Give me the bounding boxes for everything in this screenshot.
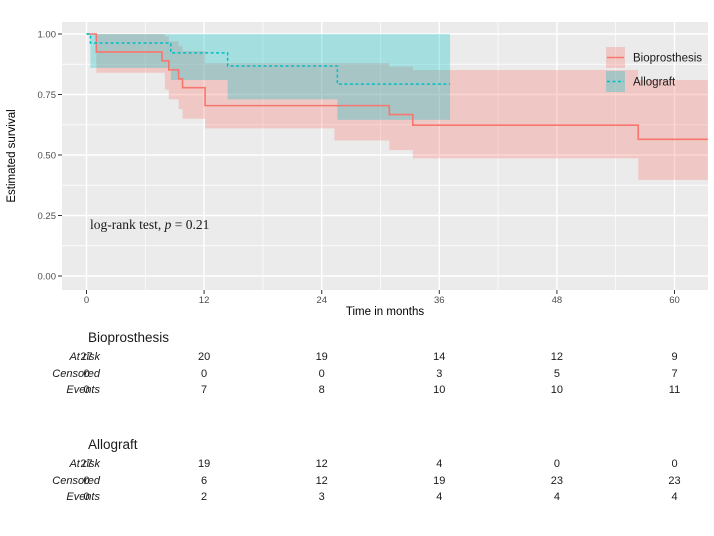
km-plot: 0 12 24 36 48 60 0.00 0.25 0.50 0.75 1.00 Time in…	[6, 22, 708, 318]
table-cell: 0	[83, 384, 90, 396]
y-axis-title: Estimated survival	[6, 109, 18, 202]
table-cell: 0	[83, 474, 90, 487]
table-cell: 27	[80, 458, 93, 470]
risk-table-title: Allograft	[88, 437, 138, 452]
row-label-events: Events	[66, 384, 100, 396]
row-label-censored: Censored	[52, 474, 100, 487]
legend-item-bioprosthesis: Bioprosthesis	[606, 47, 702, 68]
table-cell: 0	[671, 458, 678, 470]
legend: Bioprosthesis Allograft	[606, 47, 702, 92]
x-axis-title: Time in months	[346, 306, 424, 318]
y-tick-label: 1.00	[38, 30, 57, 41]
x-tick-label: 48	[552, 295, 563, 306]
table-cell: 4	[671, 491, 678, 503]
x-tick-labels: 0 12 24 36 48 60	[84, 295, 680, 306]
table-cell: 0	[83, 367, 90, 380]
table-cell: 0	[201, 367, 208, 380]
table-cell: 10	[550, 384, 564, 396]
table-cell: 12	[315, 458, 328, 470]
table-cell: 4	[436, 458, 443, 470]
survival-curves	[86, 33, 708, 141]
axis-tick-marks	[58, 33, 675, 294]
y-tick-label: 0.75	[38, 90, 57, 101]
table-cell: 3	[436, 367, 443, 380]
table-cell: 19	[433, 474, 446, 487]
risk-table-title: Bioprosthesis	[88, 330, 170, 345]
curve-bioprosthesis	[86, 33, 708, 141]
table-cell: 4	[553, 491, 560, 503]
table-cell: 19	[197, 458, 211, 470]
table-cell: 0	[318, 367, 325, 380]
table-cell: 7	[201, 384, 208, 396]
row-label-events: Events	[66, 491, 100, 503]
major-gridlines	[62, 22, 708, 290]
legend-label-allograft: Allograft	[633, 77, 676, 89]
minor-gridlines	[62, 22, 708, 290]
y-tick-labels: 0.00 0.25 0.50 0.75 1.00	[38, 30, 57, 283]
x-tick-label: 36	[434, 295, 445, 306]
table-cell: 27	[80, 351, 93, 363]
plot-panel	[62, 22, 708, 290]
row-label-at-risk: At risk	[69, 458, 100, 470]
x-tick-label: 12	[199, 295, 210, 306]
y-tick-label: 0.50	[38, 151, 57, 162]
table-cell: 14	[433, 351, 446, 363]
table-cell: 7	[671, 367, 678, 380]
y-tick-label: 0.00	[38, 272, 57, 283]
legend-label-bioprosthesis: Bioprosthesis	[633, 53, 702, 65]
table-cell: 8	[318, 384, 325, 396]
ci-band-bioprosthesis	[96, 34, 708, 180]
table-cell: 0	[553, 458, 560, 470]
table-cell: 19	[315, 351, 328, 363]
table-cell: 2	[201, 491, 208, 503]
logrank-annotation: log-rank test, p = 0.21	[90, 217, 209, 232]
x-tick-label: 60	[669, 295, 680, 306]
confidence-bands	[90, 34, 708, 180]
table-cell: 0	[83, 491, 90, 503]
table-cell: 12	[550, 351, 564, 363]
table-cell: 4	[436, 491, 443, 503]
table-cell: 11	[668, 384, 681, 396]
table-cell: 23	[550, 474, 564, 487]
table-cell: 9	[671, 351, 678, 363]
p-symbol: p	[164, 217, 172, 232]
table-cell: 20	[197, 351, 211, 363]
table-cell: 10	[433, 384, 446, 396]
x-tick-label: 24	[316, 295, 327, 306]
y-tick-label: 0.25	[38, 211, 57, 222]
table-cell: 3	[318, 491, 325, 503]
table-cell: 5	[553, 367, 560, 380]
curve-allograft	[86, 33, 451, 85]
x-tick-label: 0	[84, 295, 89, 306]
legend-item-allograft: Allograft	[606, 71, 676, 92]
table-cell: 6	[201, 474, 208, 487]
row-label-censored: Censored	[52, 367, 100, 380]
table-cell: 12	[315, 474, 328, 487]
row-label-at-risk: At risk	[69, 351, 100, 363]
table-cell: 23	[668, 474, 681, 487]
ci-band-allograft	[90, 34, 451, 120]
